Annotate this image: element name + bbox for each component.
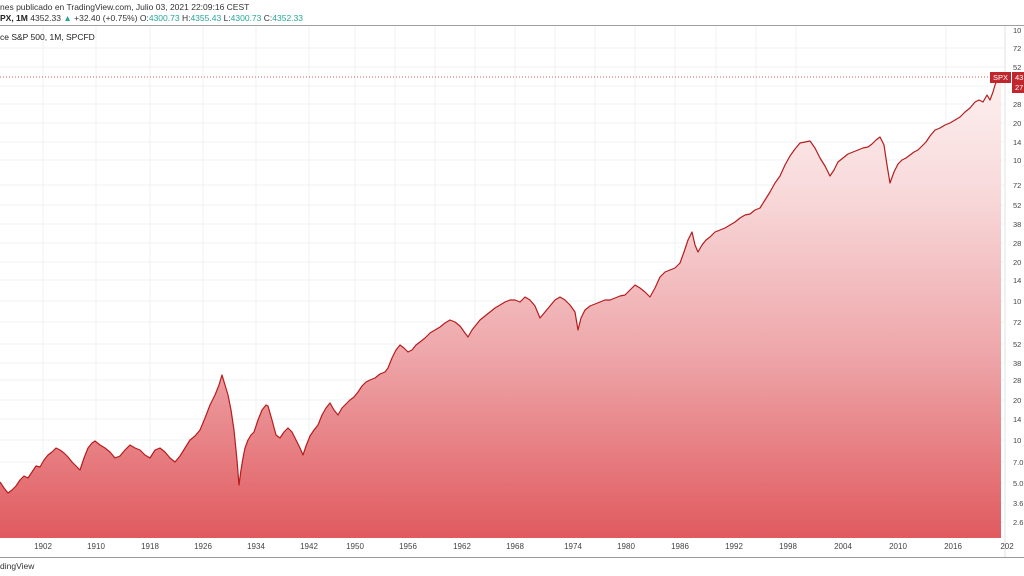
x-tick: 2004 — [834, 542, 852, 551]
y-tick: 72 — [1013, 181, 1022, 190]
x-tick: 1986 — [671, 542, 689, 551]
price-line — [0, 73, 1002, 494]
y-tick: 28 — [1013, 100, 1022, 109]
close-value: 4352.33 — [272, 13, 303, 23]
symbol-ohlc-line: PX, 1M 4352.33 ▲ +32.40 (+0.75%) O:4300.… — [0, 13, 303, 23]
y-tick: 3.6 — [1013, 499, 1024, 508]
x-tick: 1980 — [617, 542, 635, 551]
y-tick: 52 — [1013, 340, 1022, 349]
x-tick: 1998 — [779, 542, 797, 551]
x-tick: 1974 — [564, 542, 582, 551]
x-tick: 1918 — [141, 542, 159, 551]
header-divider — [0, 25, 1024, 26]
x-axis-divider — [0, 557, 1024, 558]
series-legend: ce S&P 500, 1M, SPCFD — [0, 32, 95, 42]
low-label: L: — [223, 13, 231, 23]
high-label: H: — [181, 13, 191, 23]
y-tick: 72 — [1013, 318, 1022, 327]
y-tick: 10 — [1013, 156, 1022, 165]
x-tick: 1910 — [87, 542, 105, 551]
y-tick: 72 — [1013, 44, 1022, 53]
y-tick: 10 — [1013, 26, 1022, 35]
y-tick: 28 — [1013, 239, 1022, 248]
y-tick: 14 — [1013, 138, 1022, 147]
y-tick: 52 — [1013, 63, 1022, 72]
x-tick: 2016 — [944, 542, 962, 551]
y-tick: 52 — [1013, 201, 1022, 210]
y-tick: 20 — [1013, 119, 1022, 128]
published-line: nes publicado en TradingView.com, Julio … — [0, 2, 250, 12]
x-tick: 1902 — [34, 542, 52, 551]
high-value: 4355.43 — [190, 13, 222, 23]
symbol-label: PX, 1M — [0, 13, 28, 23]
area-fill — [0, 74, 1001, 538]
y-tick: 14 — [1013, 276, 1022, 285]
y-tick: 7.0 — [1013, 458, 1024, 467]
tradingview-brand: dingView — [0, 561, 35, 571]
y-tick: 10 — [1013, 297, 1022, 306]
low-value: 4300.73 — [230, 13, 262, 23]
symbol-tag: SPX — [990, 72, 1012, 83]
close-label: C: — [263, 13, 273, 23]
x-tick: 1956 — [399, 542, 417, 551]
price-chart[interactable] — [0, 26, 1024, 557]
x-tick: 202 — [1000, 542, 1014, 551]
y-tick: 38 — [1013, 220, 1022, 229]
x-tick: 1968 — [506, 542, 524, 551]
last-price-tag: 43 — [1012, 72, 1024, 83]
x-tick: 1992 — [725, 542, 743, 551]
x-tick: 1962 — [453, 542, 471, 551]
y-tick: 10 — [1013, 436, 1022, 445]
y-tick: 28 — [1013, 376, 1022, 385]
open-label: O: — [139, 13, 149, 23]
x-tick: 1950 — [346, 542, 364, 551]
countdown-tag: 27 — [1012, 82, 1024, 93]
y-tick: 14 — [1013, 415, 1022, 424]
x-tick: 1934 — [247, 542, 265, 551]
y-tick: 2.6 — [1013, 518, 1024, 527]
x-tick: 2010 — [889, 542, 907, 551]
last-price: 4352.33 — [30, 13, 61, 23]
open-value: 4300.73 — [148, 13, 180, 23]
triangle-up-icon: ▲ — [63, 13, 72, 23]
x-tick: 1942 — [300, 542, 318, 551]
change-value: +32.40 (+0.75%) — [74, 13, 138, 23]
y-tick: 20 — [1013, 396, 1022, 405]
x-tick: 1926 — [194, 542, 212, 551]
y-tick: 38 — [1013, 359, 1022, 368]
y-tick: 20 — [1013, 258, 1022, 267]
y-tick: 5.0 — [1013, 479, 1024, 488]
